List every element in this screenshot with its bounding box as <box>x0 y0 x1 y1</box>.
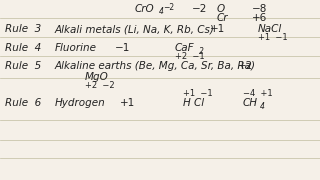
Text: 4: 4 <box>260 102 265 111</box>
Text: Fluorine: Fluorine <box>55 43 97 53</box>
Text: −8: −8 <box>252 4 268 14</box>
Text: O: O <box>217 4 225 14</box>
Text: −4  +1: −4 +1 <box>243 89 273 98</box>
Text: +2  −2: +2 −2 <box>85 81 115 90</box>
Text: Alkaline earths (Be, Mg, Ca, Sr, Ba, Ra): Alkaline earths (Be, Mg, Ca, Sr, Ba, Ra) <box>55 61 256 71</box>
Text: +2: +2 <box>238 61 253 71</box>
Text: Rule  6: Rule 6 <box>5 98 41 108</box>
Text: Alkali metals (Li, Na, K, Rb, Cs): Alkali metals (Li, Na, K, Rb, Cs) <box>55 24 215 34</box>
Text: 4: 4 <box>159 7 164 16</box>
Text: MgO: MgO <box>85 72 109 82</box>
Text: CH: CH <box>243 98 258 108</box>
Text: 2: 2 <box>199 47 204 56</box>
Text: −1: −1 <box>115 43 130 53</box>
Text: +1  −1: +1 −1 <box>183 89 212 98</box>
Text: −2: −2 <box>192 4 207 14</box>
Text: CaF: CaF <box>175 43 195 53</box>
Text: −2: −2 <box>163 3 174 12</box>
Text: +2  −1: +2 −1 <box>175 52 204 61</box>
Text: Hydrogen: Hydrogen <box>55 98 106 108</box>
Text: Rule  5: Rule 5 <box>5 61 41 71</box>
Text: NaCl: NaCl <box>258 24 282 34</box>
Text: Rule  3: Rule 3 <box>5 24 41 34</box>
Text: H Cl: H Cl <box>183 98 204 108</box>
Text: Cr: Cr <box>217 13 228 23</box>
Text: +1  −1: +1 −1 <box>258 33 288 42</box>
Text: Rule  4: Rule 4 <box>5 43 41 53</box>
Text: +6: +6 <box>252 13 267 23</box>
Text: +1: +1 <box>210 24 225 34</box>
Text: CrO: CrO <box>135 4 155 14</box>
Text: +1: +1 <box>120 98 135 108</box>
